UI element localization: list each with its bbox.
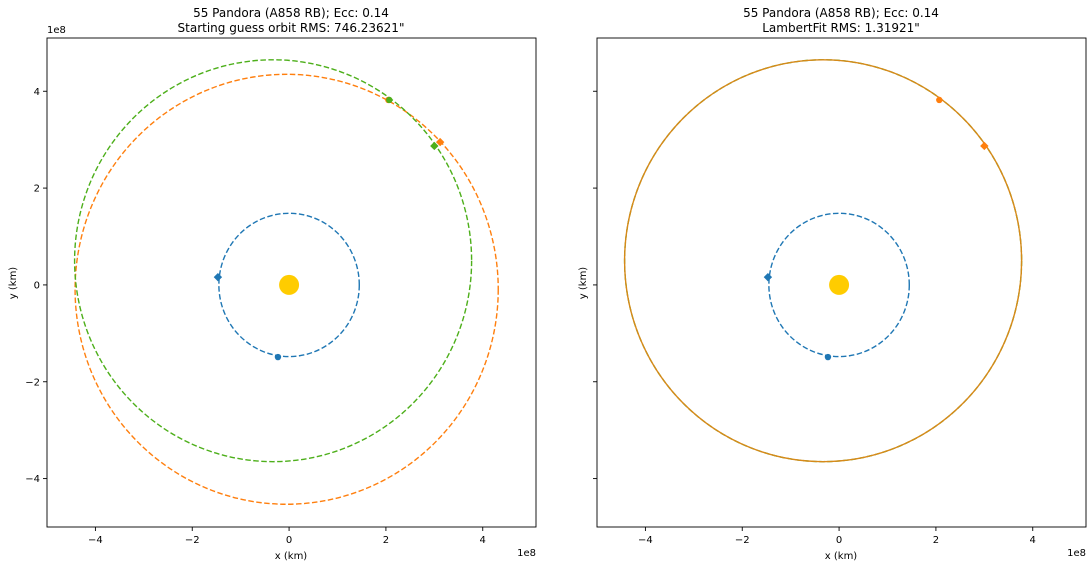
panel-2-xtick-label-5: 4 bbox=[1030, 535, 1036, 546]
panel-2-xtick-label-4: 2 bbox=[933, 535, 939, 546]
panel-1-ytick-label-3: 0 bbox=[34, 280, 40, 291]
panel-1-marker-4 bbox=[435, 137, 445, 147]
panel-2-title: 55 Pandora (A858 RB); Ecc: 0.14 bbox=[743, 6, 939, 20]
panel-2-frame bbox=[596, 37, 1087, 528]
panel-1-marker-1 bbox=[213, 272, 223, 282]
panel-1-ytick-label-5: 4 bbox=[34, 87, 40, 98]
panel-1-xtick-label-2: −2 bbox=[185, 535, 200, 546]
panel-1-scale-label-x: 1e8 bbox=[517, 548, 536, 559]
panel-1-xtick-label-1: −4 bbox=[88, 535, 103, 546]
panel-2: 55 Pandora (A858 RB); Ecc: 0.14 LambertF… bbox=[578, 6, 1087, 562]
panel-2-plot-area bbox=[623, 59, 1023, 463]
panel-1-marker-5 bbox=[386, 96, 393, 104]
panel-1-marker-2 bbox=[274, 353, 282, 361]
panel-2-ylabel: y (km) bbox=[578, 267, 589, 300]
panel-1-xtick-label-3: 0 bbox=[286, 535, 292, 546]
panel-1-xtick-label-4: 2 bbox=[383, 535, 389, 546]
panel-1: 55 Pandora (A858 RB); Ecc: 0.14 Starting… bbox=[8, 6, 537, 562]
panel-2-sun-marker bbox=[829, 274, 850, 295]
panel-1-frame bbox=[46, 37, 537, 528]
panel-2-xtick-label-1: −4 bbox=[638, 535, 653, 546]
panel-1-marker-6 bbox=[430, 141, 439, 151]
panel-1-scale-label: 1e8 bbox=[47, 25, 66, 36]
panel-2-xtick-label-2: −2 bbox=[735, 535, 750, 546]
panel-2-xlabel: x (km) bbox=[825, 551, 858, 562]
panel-2-orbit-3 bbox=[623, 59, 1023, 463]
panel-1-orbit-2 bbox=[74, 73, 499, 505]
panel-1-sun-marker bbox=[279, 274, 300, 295]
panel-1-ytick-label-4: 2 bbox=[34, 184, 40, 195]
panel-1-xlabel: x (km) bbox=[275, 551, 308, 562]
panel-2-marker-4 bbox=[980, 141, 989, 151]
panel-2-marker-3 bbox=[936, 96, 943, 104]
panel-1-xtick-label-5: 4 bbox=[480, 535, 486, 546]
panel-2-subtitle: LambertFit RMS: 1.31921" bbox=[762, 21, 920, 35]
panel-1-axes: −4 −2 0 2 4 −4 −2 0 2 4 bbox=[25, 87, 486, 546]
panel-1-subtitle: Starting guess orbit RMS: 746.23621" bbox=[178, 21, 405, 35]
panel-2-scale-label-x: 1e8 bbox=[1067, 548, 1086, 559]
panel-1-ytick-label-2: −2 bbox=[25, 377, 40, 388]
panel-2-orbit-2 bbox=[623, 59, 1023, 463]
panel-2-marker-1 bbox=[763, 272, 773, 282]
panel-2-xtick-label-3: 0 bbox=[836, 535, 842, 546]
panel-1-ytick-label-1: −4 bbox=[25, 474, 40, 485]
panel-1-plot-area bbox=[73, 59, 499, 505]
panel-2-axes: −4 −2 0 2 4 bbox=[593, 90, 1036, 546]
panel-1-orbit-3 bbox=[73, 59, 473, 463]
panel-1-orbit-1 bbox=[218, 212, 360, 358]
panel-2-marker-2 bbox=[824, 353, 832, 361]
panel-1-title: 55 Pandora (A858 RB); Ecc: 0.14 bbox=[193, 6, 389, 20]
panel-2-orbit-1 bbox=[768, 212, 910, 358]
panel-1-ylabel: y (km) bbox=[8, 267, 19, 300]
